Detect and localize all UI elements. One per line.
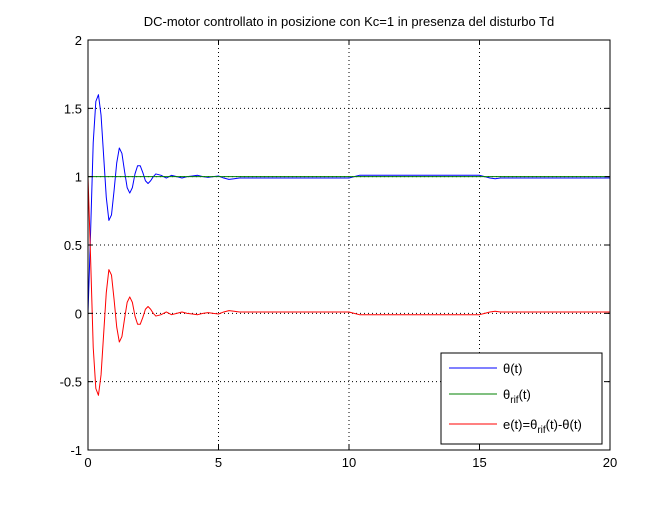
legend-entry: θ(t) — [503, 361, 523, 376]
y-tick-label: 2 — [75, 33, 82, 48]
y-tick-label: -0.5 — [60, 375, 82, 390]
y-tick-label: 1.5 — [64, 101, 82, 116]
y-tick-label: 0.5 — [64, 238, 82, 253]
y-tick-label: 0 — [75, 306, 82, 321]
series-line-1 — [88, 94, 610, 314]
legend: θ(t)θrif(t)e(t)=θrif(t)-θ(t) — [440, 352, 603, 445]
x-tick-label: 15 — [472, 455, 486, 470]
x-tick-label: 0 — [84, 455, 91, 470]
legend-text-rest: (t)-θ(t) — [546, 417, 582, 432]
legend-entry: e(t)=θrif(t)-θ(t) — [503, 417, 582, 436]
legend-entry: θrif(t) — [503, 387, 531, 406]
legend-text-rest: (t) — [519, 387, 531, 402]
legend-text-main: θ — [503, 387, 510, 402]
y-tick-label: -1 — [70, 443, 82, 458]
legend-text-subscript: rif — [510, 395, 519, 406]
series-line-3 — [88, 176, 610, 396]
chart-title: DC-motor controllato in posizione con Kc… — [144, 14, 555, 29]
axis-ticks: 0 5 10 15 20 -1 -0.5 0 0.5 1 1.5 2 — [60, 33, 618, 470]
x-tick-label: 5 — [215, 455, 222, 470]
legend-text-subscript: rif — [537, 425, 546, 436]
series-lines — [88, 94, 610, 396]
y-tick-label: 1 — [75, 170, 82, 185]
x-tick-label: 10 — [342, 455, 356, 470]
x-tick-label: 20 — [603, 455, 617, 470]
legend-text-main: θ(t) — [503, 361, 523, 376]
legend-text-main: e(t)=θ — [503, 417, 537, 432]
